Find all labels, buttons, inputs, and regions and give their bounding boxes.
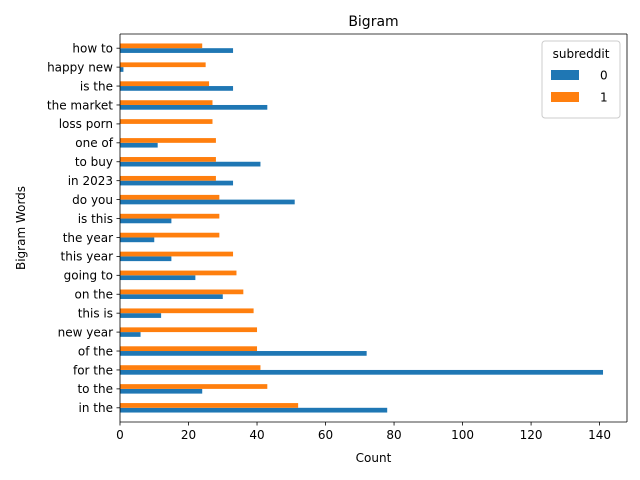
- bar-for-the-series-0: [120, 370, 603, 375]
- bar-of-the-series-1: [120, 346, 257, 351]
- bar-going-to-series-1: [120, 271, 236, 276]
- y-tick-label: is this: [78, 212, 113, 226]
- legend-title: subreddit: [553, 47, 610, 61]
- bar-the-market-series-1: [120, 100, 212, 105]
- x-tick-label: 140: [588, 428, 611, 442]
- bar-in-the-series-1: [120, 403, 298, 408]
- bar-is-the-series-0: [120, 86, 233, 91]
- y-axis-label: Bigram Words: [14, 186, 28, 270]
- bar-do-you-series-1: [120, 195, 219, 200]
- bar-do-you-series-0: [120, 200, 295, 205]
- bar-this-year-series-1: [120, 252, 233, 257]
- bar-is-this-series-0: [120, 219, 171, 224]
- bar-the-year-series-1: [120, 233, 219, 238]
- y-tick-label: in the: [79, 401, 113, 415]
- legend-swatch-series-1: [551, 92, 579, 102]
- legend-swatch-series-0: [551, 70, 579, 80]
- y-tick-label: to the: [77, 382, 113, 396]
- bar-one-of-series-0: [120, 143, 158, 148]
- y-tick-label: one of: [75, 136, 113, 150]
- bar-on-the-series-0: [120, 294, 223, 299]
- bar-new-year-series-1: [120, 327, 257, 332]
- y-tick-label: this is: [78, 306, 113, 320]
- bar-in-2023-series-0: [120, 181, 233, 186]
- bar-in-2023-series-1: [120, 176, 216, 181]
- legend-entry-series-0: 0: [600, 69, 608, 83]
- legend: subreddit 0 1: [542, 41, 620, 118]
- bar-this-is-series-0: [120, 313, 161, 318]
- bar-this-year-series-0: [120, 256, 171, 261]
- y-tick-label: in 2023: [68, 174, 113, 188]
- bar-to-buy-series-1: [120, 157, 216, 162]
- bar-happy-new-series-0: [120, 67, 123, 72]
- bar-happy-new-series-1: [120, 62, 206, 67]
- bar-the-market-series-0: [120, 105, 267, 110]
- bars-layer: [120, 43, 603, 412]
- bar-to-the-series-0: [120, 389, 202, 394]
- bar-this-is-series-1: [120, 308, 254, 313]
- x-tick-label: 20: [181, 428, 196, 442]
- x-tick-label: 80: [386, 428, 401, 442]
- x-tick-label: 120: [520, 428, 543, 442]
- y-tick-label: the market: [47, 98, 113, 112]
- y-tick-label: for the: [73, 363, 113, 377]
- bar-is-the-series-1: [120, 81, 209, 86]
- y-tick-label: to buy: [75, 155, 113, 169]
- bar-of-the-series-0: [120, 351, 367, 356]
- bar-for-the-series-1: [120, 365, 260, 370]
- legend-entry-series-1: 1: [600, 91, 608, 105]
- bar-to-the-series-1: [120, 384, 267, 389]
- bar-is-this-series-1: [120, 214, 219, 219]
- bar-new-year-series-0: [120, 332, 141, 337]
- y-tick-label: happy new: [47, 60, 113, 74]
- y-tick-label: on the: [75, 288, 113, 302]
- x-tick-label: 60: [318, 428, 333, 442]
- x-tick-label: 100: [451, 428, 474, 442]
- x-tick-label: 0: [116, 428, 124, 442]
- chart-title: Bigram: [348, 14, 398, 30]
- bar-loss-porn-series-1: [120, 119, 212, 124]
- y-tick-label: loss porn: [59, 117, 113, 131]
- x-axis-label: Count: [356, 451, 392, 465]
- bar-how-to-series-1: [120, 43, 202, 48]
- bar-the-year-series-0: [120, 237, 154, 242]
- y-tick-label: how to: [72, 41, 113, 55]
- x-tick-label: 40: [249, 428, 264, 442]
- bar-going-to-series-0: [120, 275, 195, 280]
- bar-how-to-series-0: [120, 48, 233, 53]
- y-tick-label: is the: [80, 79, 113, 93]
- bar-to-buy-series-0: [120, 162, 260, 167]
- y-tick-label: do you: [72, 193, 113, 207]
- bar-in-the-series-0: [120, 408, 387, 413]
- bar-one-of-series-1: [120, 138, 216, 143]
- y-tick-label: of the: [78, 344, 113, 358]
- y-tick-label: going to: [64, 269, 113, 283]
- bar-on-the-series-1: [120, 290, 243, 295]
- y-tick-label: new year: [58, 325, 113, 339]
- y-tick-label: the year: [63, 231, 113, 245]
- y-tick-label: this year: [61, 250, 114, 264]
